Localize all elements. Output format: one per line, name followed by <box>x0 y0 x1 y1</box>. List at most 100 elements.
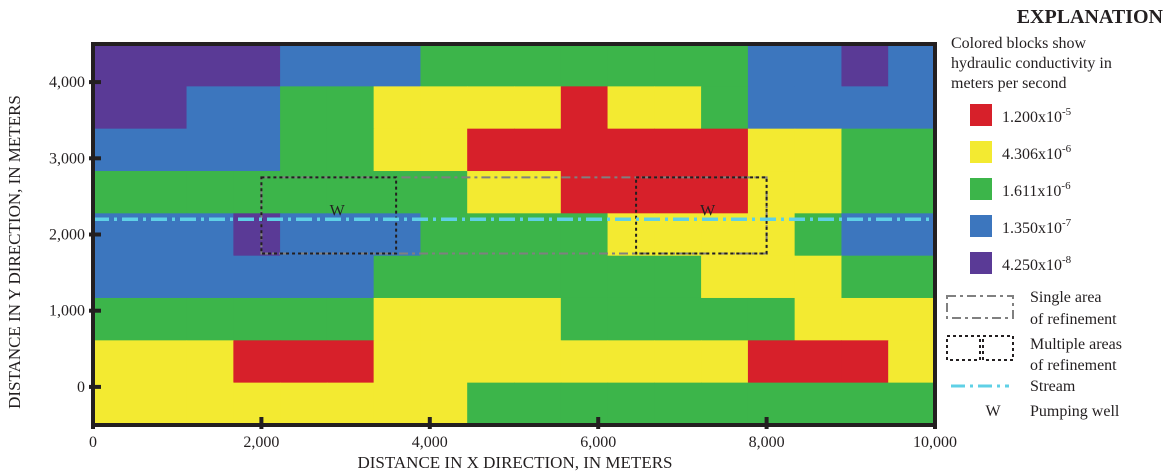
grid-cell <box>326 382 375 426</box>
grid-cell <box>701 340 749 384</box>
y-tick-label: 0 <box>77 379 85 396</box>
grid-cell <box>420 44 468 87</box>
grid-cell <box>747 44 796 87</box>
grid-cell <box>654 128 702 172</box>
grid-cell <box>467 340 515 384</box>
grid-cell <box>467 128 515 172</box>
grid-cell <box>701 44 749 87</box>
legend-color-classes: 1.200x10-5 4.306x10-6 1.611x10-6 1.350x10-7… <box>970 104 1072 274</box>
grid-cell <box>607 255 655 299</box>
legend-swatch-E <box>970 252 992 274</box>
grid-cell <box>794 382 843 426</box>
legend-single-area-swatch <box>946 295 1014 319</box>
grid-cell <box>560 44 609 87</box>
x-tick-label: 0 <box>89 434 97 451</box>
grid-cell <box>794 128 843 172</box>
multiple-refinement-area-1 <box>260 176 398 255</box>
grid-cell <box>747 382 796 426</box>
grid-cell <box>514 382 562 426</box>
grid-cell <box>186 255 234 299</box>
grid-cell <box>420 86 468 130</box>
multiple-refinement-area-2 <box>635 176 768 255</box>
grid-cell <box>373 128 422 172</box>
grid-cell <box>514 128 562 172</box>
legend-value-C: 1.611x10-6 <box>1002 180 1071 200</box>
grid-cell <box>654 382 702 426</box>
legend-value-D: 1.350x10-7 <box>1002 217 1072 237</box>
grid-cell <box>420 382 468 426</box>
grid-cell <box>607 128 655 172</box>
grid-cell <box>794 171 843 214</box>
legend-single-area-line-2: of refinement <box>1030 311 1117 328</box>
grid-cell <box>794 297 843 341</box>
grid-cell <box>233 382 281 426</box>
grid-cell <box>186 340 234 384</box>
y-axis-title: DISTANCE IN Y DIRECTION, IN METERS <box>5 95 24 409</box>
grid-cell <box>747 86 796 130</box>
grid-cell <box>841 86 889 130</box>
grid-cell <box>701 255 749 299</box>
grid-cell <box>280 128 328 172</box>
grid-cell <box>514 171 562 214</box>
grid-cell <box>280 340 328 384</box>
legend: EXPLANATION Colored blocks show hydrauli… <box>946 6 1164 420</box>
legend-stream-label: Stream <box>1030 378 1076 395</box>
legend-swatch-A <box>970 104 992 126</box>
grid-cell <box>607 86 655 130</box>
x-tick-label: 6,000 <box>580 434 616 451</box>
y-tick-label: 1,000 <box>49 303 85 320</box>
grid-cell <box>93 171 188 214</box>
x-tick-label: 8,000 <box>749 434 785 451</box>
legend-description-line-1: Colored blocks show <box>951 35 1087 52</box>
grid-cell <box>841 171 889 214</box>
grid-cell <box>607 44 655 87</box>
grid-cell <box>93 86 188 130</box>
grid-cell <box>93 128 188 172</box>
grid-cell <box>560 297 609 341</box>
grid-cell <box>326 255 375 299</box>
legend-single-area-line-1: Single area <box>1030 289 1102 306</box>
grid-cell <box>233 340 281 384</box>
grid-cell <box>701 382 749 426</box>
grid-cell <box>280 297 328 341</box>
grid-cell <box>560 382 609 426</box>
grid-cell <box>747 128 796 172</box>
y-tick-label: 2,000 <box>49 227 85 244</box>
grid-cell <box>373 340 422 384</box>
x-axis-title: DISTANCE IN X DIRECTION, IN METERS <box>357 453 672 472</box>
grid-cell <box>420 255 468 299</box>
grid-cell <box>93 297 188 341</box>
grid-cell <box>233 255 281 299</box>
grid-cell <box>841 382 889 426</box>
grid-cell <box>420 340 468 384</box>
grid-cell <box>373 297 422 341</box>
grid-cell <box>794 44 843 87</box>
grid-cell <box>888 171 936 214</box>
grid-cell <box>841 128 889 172</box>
grid-cell <box>888 128 936 172</box>
grid-cell <box>514 297 562 341</box>
x-tick-label: 2,000 <box>243 434 279 451</box>
legend-swatch-B <box>970 141 992 163</box>
grid-cell <box>326 128 375 172</box>
grid-cell <box>467 297 515 341</box>
grid-cell <box>326 44 375 87</box>
grid-cell <box>607 340 655 384</box>
grid-cell <box>607 297 655 341</box>
grid-cell <box>280 382 328 426</box>
grid-cell <box>514 255 562 299</box>
x-tick-label: 4,000 <box>412 434 448 451</box>
legend-well-label: Pumping well <box>1030 403 1120 420</box>
grid-cell <box>233 171 281 214</box>
legend-multiple-areas-line-2: of refinement <box>1030 357 1117 374</box>
grid-cell <box>467 86 515 130</box>
grid-cell <box>560 255 609 299</box>
grid-cell <box>747 340 796 384</box>
grid-cell <box>794 340 843 384</box>
grid-cell <box>701 297 749 341</box>
legend-value-B: 4.306x10-6 <box>1002 143 1072 163</box>
grid-cell <box>420 128 468 172</box>
grid-cell <box>701 128 749 172</box>
grid-cell <box>514 340 562 384</box>
